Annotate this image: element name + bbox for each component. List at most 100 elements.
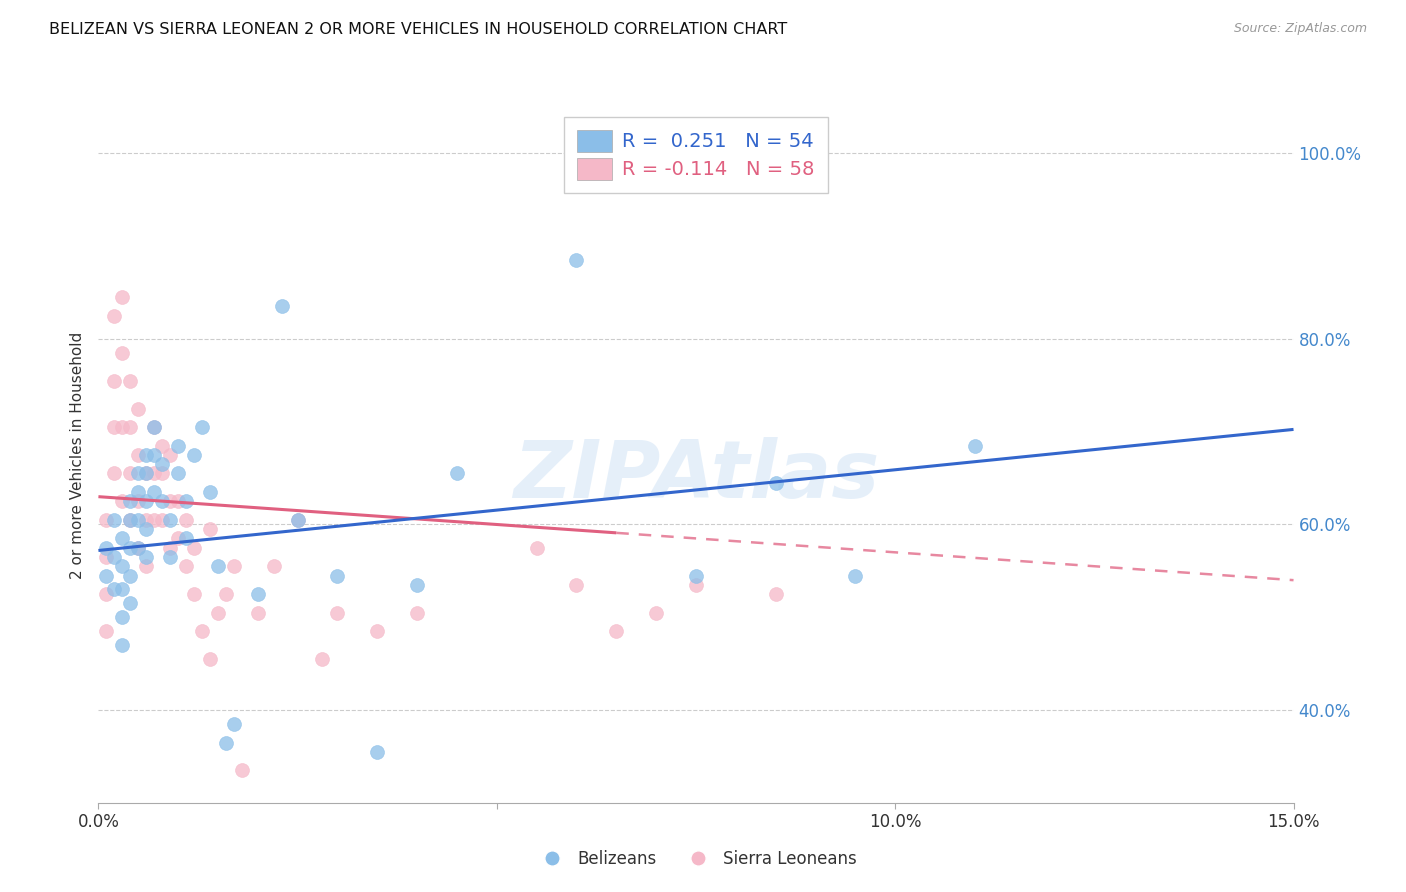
Point — [135, 467, 157, 481]
Point — [685, 568, 707, 582]
Point — [127, 494, 149, 508]
Point — [765, 475, 787, 490]
Point — [127, 448, 149, 462]
Point — [406, 578, 429, 592]
Point — [135, 513, 157, 527]
Point — [198, 485, 221, 500]
Point — [326, 568, 349, 582]
Point — [143, 420, 166, 434]
Point — [191, 624, 214, 639]
Point — [150, 439, 173, 453]
Point — [270, 300, 292, 314]
Point — [159, 513, 181, 527]
Point — [174, 532, 197, 546]
Y-axis label: 2 or more Vehicles in Household: 2 or more Vehicles in Household — [69, 331, 84, 579]
Point — [215, 587, 238, 601]
Point — [191, 420, 214, 434]
Point — [111, 638, 134, 652]
Point — [143, 420, 166, 434]
Point — [96, 513, 118, 527]
Text: Source: ZipAtlas.com: Source: ZipAtlas.com — [1233, 22, 1367, 36]
Point — [198, 522, 221, 536]
Point — [159, 541, 181, 555]
Point — [127, 467, 149, 481]
Point — [645, 606, 668, 620]
Point — [135, 467, 157, 481]
Point — [565, 578, 588, 592]
Point — [183, 587, 205, 601]
Point — [127, 541, 149, 555]
Point — [406, 606, 429, 620]
Point — [103, 374, 125, 388]
Point — [159, 549, 181, 564]
Point — [127, 401, 149, 416]
Text: BELIZEAN VS SIERRA LEONEAN 2 OR MORE VEHICLES IN HOUSEHOLD CORRELATION CHART: BELIZEAN VS SIERRA LEONEAN 2 OR MORE VEH… — [49, 22, 787, 37]
Point — [143, 513, 166, 527]
Point — [143, 485, 166, 500]
Point — [127, 541, 149, 555]
Point — [150, 494, 173, 508]
Point — [174, 559, 197, 574]
Point — [120, 420, 142, 434]
Point — [685, 578, 707, 592]
Point — [150, 467, 173, 481]
Point — [198, 652, 221, 666]
Legend: Belizeans, Sierra Leoneans: Belizeans, Sierra Leoneans — [529, 843, 863, 874]
Point — [120, 513, 142, 527]
Point — [844, 568, 866, 582]
Text: ZIPAtlas: ZIPAtlas — [513, 437, 879, 515]
Point — [963, 439, 986, 453]
Point — [120, 568, 142, 582]
Point — [366, 745, 388, 759]
Point — [135, 522, 157, 536]
Point — [120, 513, 142, 527]
Point — [120, 596, 142, 610]
Point — [765, 587, 787, 601]
Point — [120, 374, 142, 388]
Point — [150, 457, 173, 471]
Point — [103, 549, 125, 564]
Point — [127, 485, 149, 500]
Point — [135, 559, 157, 574]
Point — [96, 587, 118, 601]
Point — [215, 735, 238, 749]
Point — [135, 549, 157, 564]
Point — [287, 513, 309, 527]
Point — [96, 624, 118, 639]
Point — [446, 467, 468, 481]
Point — [167, 467, 190, 481]
Point — [326, 606, 349, 620]
Point — [111, 290, 134, 304]
Point — [120, 541, 142, 555]
Point — [222, 559, 245, 574]
Point — [103, 467, 125, 481]
Point — [111, 610, 134, 624]
Point — [246, 587, 269, 601]
Point — [103, 513, 125, 527]
Point — [96, 549, 118, 564]
Point — [159, 448, 181, 462]
Point — [103, 582, 125, 597]
Point — [311, 652, 333, 666]
Point — [222, 717, 245, 731]
Point — [174, 513, 197, 527]
Point — [111, 346, 134, 360]
Point — [167, 532, 190, 546]
Point — [366, 624, 388, 639]
Point — [96, 568, 118, 582]
Point — [143, 467, 166, 481]
Point — [246, 606, 269, 620]
Point — [167, 494, 190, 508]
Point — [183, 541, 205, 555]
Point — [167, 439, 190, 453]
Point — [135, 494, 157, 508]
Point — [111, 494, 134, 508]
Point — [143, 448, 166, 462]
Point — [111, 420, 134, 434]
Point — [150, 513, 173, 527]
Point — [287, 513, 309, 527]
Point — [174, 494, 197, 508]
Point — [263, 559, 285, 574]
Point — [183, 448, 205, 462]
Point — [127, 513, 149, 527]
